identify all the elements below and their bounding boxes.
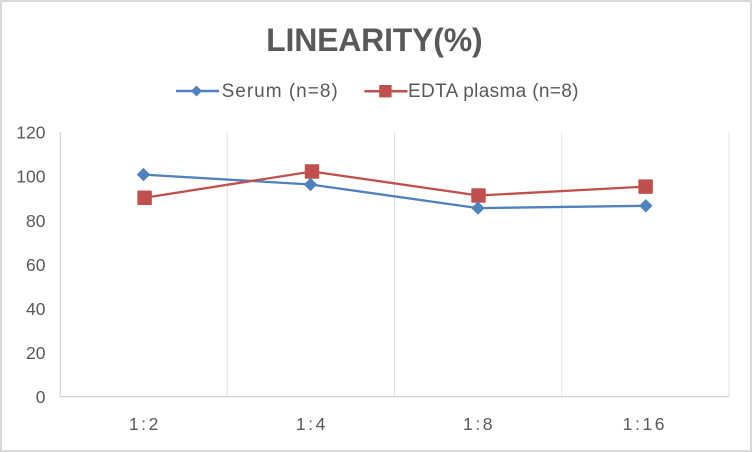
- svg-text:120: 120: [16, 123, 45, 143]
- svg-text:80: 80: [26, 211, 46, 231]
- svg-text:100: 100: [16, 167, 45, 187]
- svg-text:60: 60: [26, 255, 46, 275]
- svg-text:LINEARITY(%): LINEARITY(%): [266, 22, 482, 58]
- svg-text:EDTA plasma (n=8): EDTA plasma (n=8): [408, 81, 579, 102]
- svg-text:Serum (n=8): Serum (n=8): [222, 81, 339, 102]
- svg-text:1:2: 1:2: [129, 414, 161, 434]
- svg-text:20: 20: [26, 343, 46, 363]
- svg-text:40: 40: [26, 299, 46, 319]
- svg-text:1:8: 1:8: [463, 414, 495, 434]
- svg-text:1:16: 1:16: [623, 414, 667, 434]
- svg-text:0: 0: [36, 387, 46, 407]
- svg-text:1:4: 1:4: [296, 414, 328, 434]
